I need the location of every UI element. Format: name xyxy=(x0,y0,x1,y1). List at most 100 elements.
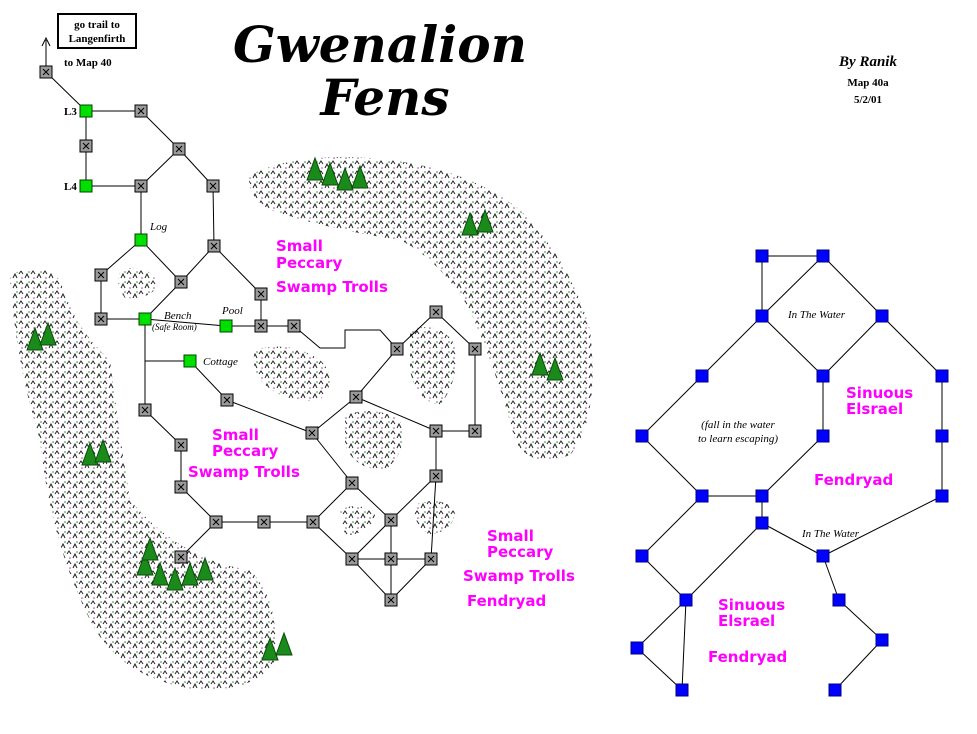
path-line xyxy=(390,475,437,521)
tree xyxy=(321,161,339,186)
room-mark xyxy=(387,596,395,604)
room-mark xyxy=(177,278,185,286)
room xyxy=(828,683,842,697)
path-line xyxy=(311,432,353,484)
path-line xyxy=(641,555,687,601)
room xyxy=(935,489,949,503)
tree xyxy=(151,561,169,586)
room-mark xyxy=(432,308,440,316)
room-mark xyxy=(393,345,401,353)
swamp xyxy=(345,411,403,470)
monster: Fendryad xyxy=(467,592,546,610)
tree xyxy=(275,631,293,656)
room-mark xyxy=(257,322,265,330)
room-mark xyxy=(82,142,90,150)
monster: Elsrael xyxy=(718,612,775,630)
room-mark xyxy=(471,427,479,435)
room xyxy=(635,549,649,563)
path-line xyxy=(293,325,398,350)
path-line xyxy=(701,315,763,377)
monster: Swamp Trolls xyxy=(463,567,575,585)
room-mark xyxy=(141,406,149,414)
swamp xyxy=(249,157,593,460)
monster: Small xyxy=(276,237,323,255)
swamp xyxy=(253,346,330,401)
room xyxy=(875,309,889,323)
tree xyxy=(166,566,184,591)
tree xyxy=(351,164,369,189)
path-line xyxy=(761,315,824,377)
room xyxy=(79,104,93,118)
room-mark xyxy=(432,427,440,435)
trees xyxy=(26,156,564,661)
exit-box xyxy=(57,13,137,49)
room-mark xyxy=(97,315,105,323)
tree xyxy=(26,326,44,351)
room xyxy=(679,593,693,607)
room xyxy=(219,319,233,333)
tree xyxy=(141,536,159,561)
rooms xyxy=(39,65,949,697)
tree xyxy=(181,561,199,586)
room xyxy=(630,641,644,655)
room xyxy=(755,516,769,530)
path-line xyxy=(761,522,824,557)
room-mark xyxy=(209,182,217,190)
room xyxy=(755,489,769,503)
room-label: L4 xyxy=(64,181,77,193)
room-mark xyxy=(387,516,395,524)
path-line xyxy=(311,396,357,434)
path-line xyxy=(212,185,215,247)
room xyxy=(134,233,148,247)
room xyxy=(875,633,889,647)
monster: Swamp Trolls xyxy=(188,463,300,481)
path-line xyxy=(355,348,398,398)
room xyxy=(832,593,846,607)
room-mark xyxy=(42,68,50,76)
exit-text: go trail to xyxy=(74,19,120,31)
swamp xyxy=(410,327,456,405)
path-line xyxy=(641,375,703,437)
room-label: (fall in the water xyxy=(701,419,775,431)
room-label: Bench xyxy=(164,310,192,322)
room xyxy=(816,369,830,383)
tree xyxy=(39,321,57,346)
path-line xyxy=(834,639,883,691)
path-line xyxy=(144,318,227,327)
room-label: In The Water xyxy=(801,528,860,540)
room xyxy=(183,354,197,368)
room xyxy=(79,179,93,193)
path-line xyxy=(226,399,313,434)
path-line xyxy=(430,475,437,560)
room-mark xyxy=(260,518,268,526)
room-mark xyxy=(223,396,231,404)
path-line xyxy=(838,599,883,641)
room-mark xyxy=(387,555,395,563)
monster: Sinuous xyxy=(846,384,913,402)
room-mark xyxy=(177,441,185,449)
tree xyxy=(81,441,99,466)
room-label: In The Water xyxy=(787,309,846,321)
credit: Map 40a xyxy=(847,77,889,89)
swamp xyxy=(118,267,158,299)
room-mark xyxy=(257,290,265,298)
room-label: Cottage xyxy=(203,356,238,368)
path-line xyxy=(685,522,763,601)
path-line xyxy=(45,71,87,112)
room xyxy=(816,429,830,443)
path-line xyxy=(822,495,943,557)
room xyxy=(816,549,830,563)
credit: By Ranik xyxy=(838,54,897,70)
room-mark xyxy=(352,393,360,401)
path-line xyxy=(881,315,943,377)
room-mark xyxy=(212,518,220,526)
room-label: (Safe Room) xyxy=(152,322,197,332)
monster: Elsrael xyxy=(846,400,903,418)
room xyxy=(138,312,152,326)
room-mark xyxy=(427,555,435,563)
room xyxy=(695,489,709,503)
path-line xyxy=(636,647,683,691)
room-mark xyxy=(309,518,317,526)
monster: Peccary xyxy=(487,543,553,561)
